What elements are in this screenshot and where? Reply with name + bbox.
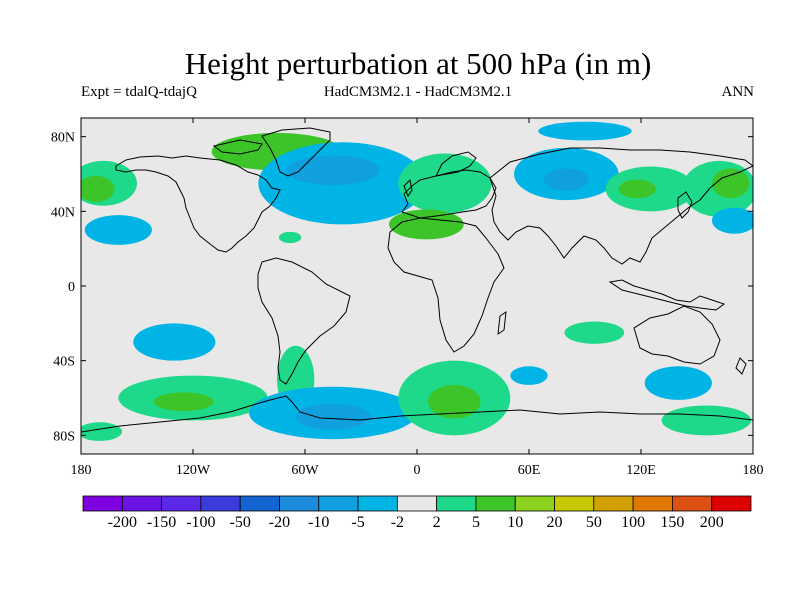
lon-tick-label: 180 [743,463,764,478]
lat-tick-label: 80N [51,131,75,146]
colorbar-label: 150 [660,514,684,531]
colorbar-box [436,495,477,512]
coast-scandinavia [435,151,477,177]
map-axes: 180 120W 60W 0 60E 120E 180 80N 40N 0 40S 80S [51,118,764,478]
colorbar-label: 10 [507,514,523,531]
colorbar-label: -150 [147,514,176,531]
coast-indonesia [608,279,726,311]
lat-tick-label: 80S [53,429,75,444]
anomaly-south-pacific-green-core [153,392,214,412]
anomaly-south-atlantic-green-core [428,384,481,419]
colorbar-box [239,495,280,512]
coastlines [81,127,753,433]
coast-japan [677,191,693,219]
coast-africa [387,217,505,353]
colorbar-box [632,495,673,512]
lon-tick-label: 180 [71,463,92,478]
anomaly-subtropical-pacific [84,215,152,245]
lon-tick-label: 120E [626,463,656,478]
colorbar-label: -10 [308,514,329,531]
lat-tick-label: 40N [51,205,75,220]
colorbar-box [554,495,595,512]
colorbar-label: 100 [621,514,645,531]
coast-australia [633,305,721,365]
lat-tick-label: 0 [68,280,75,295]
model-label: HadCM3M2.1 - HadCM3M2.1 [323,84,513,100]
season-label: ANN [721,84,755,100]
lon-tick-label: 60E [518,463,541,478]
anomaly-arctic-blue [538,121,632,141]
colorbar-label: -5 [351,514,364,531]
colorbar-box [161,495,202,512]
colorbar-label: 2 [433,514,441,531]
colorbar-label: 50 [586,514,602,531]
colorbar-box [357,495,398,512]
coast-new-zealand [735,357,747,375]
anomaly-indian-ocean-blue [510,366,548,385]
colorbar-box [593,495,634,512]
lat-tick-label: 40S [53,355,75,370]
anomaly-mexico-patch [278,231,302,244]
anomaly-north-atlantic-core [286,155,380,186]
lon-tick-label: 120W [176,463,211,478]
anomaly-south-pacific-blue [133,323,216,361]
coast-uk [403,178,413,198]
anomaly-mediterranean-high [389,209,464,240]
colorbar-box [200,495,241,512]
coast-north-america [115,155,281,253]
colorbar-label: -2 [391,514,404,531]
colorbar-box [82,495,123,512]
anomaly-north-pacific-east-core [81,175,115,202]
colorbar-box [672,495,713,512]
colorbar-box [396,495,438,512]
coast-asia [489,147,753,265]
colorbar-label: -100 [186,514,215,531]
colorbar-labels: -200 -150 -100 -50 -20 -10 -5 -2 2 5 10 20 50 100 150 2… [108,514,724,531]
anomaly-indian-ocean-green [564,321,625,344]
colorbar-box [279,495,320,512]
lon-tick-label: 60W [291,463,319,478]
plot-title: Height perturbation at 500 hPa (in m) [184,46,652,81]
colorbar-box [318,495,359,512]
colorbar-label: 20 [547,514,563,531]
colorbar-label: -200 [108,514,137,531]
experiment-label: Expt = tdalQ-tdajQ [81,84,197,100]
colorbar-box [475,495,516,512]
anomaly-south-atlantic-core [295,403,371,430]
coast-greenland [261,127,331,177]
coast-south-america [257,257,351,385]
anomaly-east-asia-core [618,179,656,199]
colorbar-label: 200 [700,514,724,531]
anomaly-australia-blue [644,366,712,400]
coast-antarctica [81,395,753,433]
colorbar-label: 5 [472,514,480,531]
colorbar-label: -20 [269,514,290,531]
anomaly-antarctic-pacific-green [661,405,752,436]
colorbar-box [711,495,752,512]
coast-arctic-islands [212,139,263,155]
colorbar-box [121,495,162,512]
anomaly-west-pacific-blue [711,207,753,234]
anomaly-eastern-europe-high [398,153,492,214]
anomaly-north-pacific-west-core [711,168,750,199]
coast-madagascar [497,310,507,336]
anomaly-siberia-core [543,168,589,191]
lon-tick-label: 0 [414,463,421,478]
colorbar-label: -50 [230,514,251,531]
colorbar-boxes [82,495,752,512]
colorbar-box [514,495,555,512]
